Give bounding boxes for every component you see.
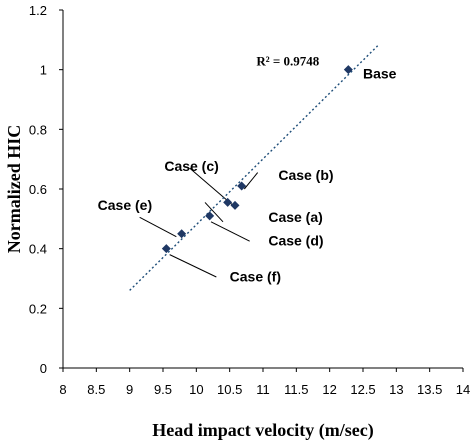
point-annotation: Case (d) (268, 233, 323, 249)
x-tick-label: 10.5 (217, 382, 242, 397)
data-point (237, 181, 247, 191)
y-tick-label: 0.4 (29, 242, 47, 257)
leader-line (169, 254, 217, 278)
x-tick-label: 12 (322, 382, 336, 397)
x-tick-label: 14 (456, 382, 470, 397)
y-tick-label: 1.2 (29, 3, 47, 18)
x-tick-label: 9 (126, 382, 133, 397)
data-point (230, 200, 240, 210)
leader-line (210, 221, 250, 242)
x-tick-label: 11 (256, 382, 270, 397)
y-tick-label: 1 (40, 63, 47, 78)
point-annotation: Base (363, 66, 397, 82)
annotations: Base Case (b) Case (c) Case (a) Case (d) Case… (98, 66, 397, 285)
data-point (343, 65, 353, 75)
point-annotation: Case (e) (98, 197, 152, 213)
x-tick-label: 10 (189, 382, 203, 397)
data-points (161, 65, 353, 254)
data-point (177, 229, 187, 239)
leader-lines (139, 167, 259, 278)
x-tick-label: 13 (389, 382, 403, 397)
point-annotation: Case (a) (268, 209, 322, 225)
x-tick-label: 11.5 (284, 382, 308, 397)
y-tick-label: 0.8 (29, 122, 47, 137)
x-tick-label: 13.5 (417, 382, 442, 397)
point-annotation: Case (b) (278, 167, 333, 183)
x-tick-label: 12.5 (350, 382, 375, 397)
leader-line (204, 202, 224, 223)
point-annotation: Case (f) (230, 268, 281, 284)
x-tick-label: 9.5 (154, 382, 172, 397)
x-axis-ticks: 8 8.5 9 9.5 10 10.5 11 11.5 12 12.5 13 13.5 14 (59, 368, 470, 397)
x-tick-label: 8 (59, 382, 66, 397)
y-tick-label: 0 (40, 361, 47, 376)
leader-line (243, 172, 259, 190)
leader-line (189, 167, 234, 206)
data-point (161, 244, 171, 254)
y-axis-ticks: 0 0.2 0.4 0.6 0.8 1 1.2 (29, 3, 63, 376)
point-annotation: Case (c) (164, 158, 218, 174)
x-tick-label: 8.5 (87, 382, 105, 397)
r-squared-label: R² = 0.9748 (256, 54, 319, 69)
y-tick-label: 0.2 (29, 301, 47, 316)
data-point (205, 211, 215, 221)
y-tick-label: 0.6 (29, 182, 47, 197)
leader-line (139, 216, 177, 238)
data-point (223, 197, 233, 207)
y-axis-title: Normalized HIC (4, 125, 24, 253)
x-axis-title: Head impact velocity (m/sec) (152, 420, 373, 441)
